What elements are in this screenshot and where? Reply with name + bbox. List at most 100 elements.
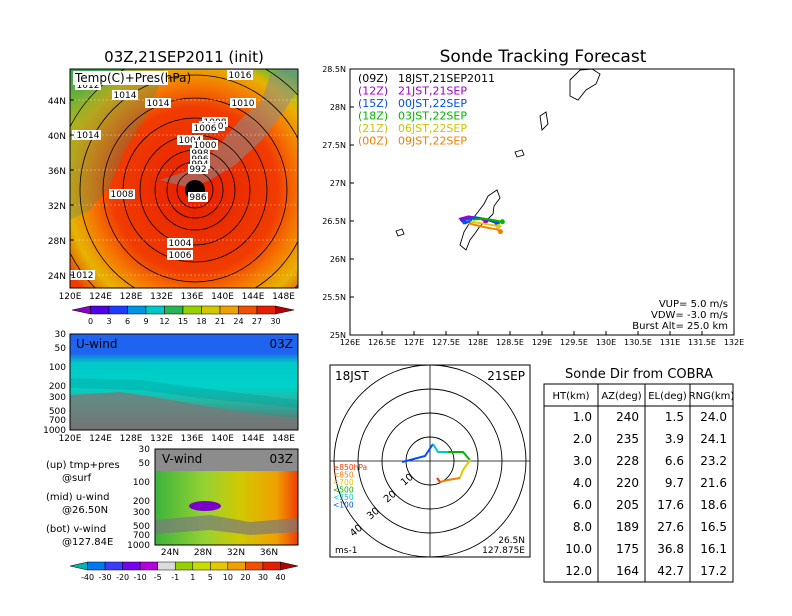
table-cell: 9.7 — [665, 476, 684, 490]
grid-lines — [70, 99, 298, 276]
lon-tick-label: 129E — [532, 338, 552, 347]
table-cell: 24.1 — [700, 432, 727, 446]
lon-tick-label: 120E — [59, 292, 82, 302]
isobar-labels: 1016101210141014101010141008101010061014… — [70, 70, 256, 281]
colorbar-arrow — [69, 561, 88, 571]
table-header: AZ(deg) — [601, 391, 641, 402]
lon-ticks: 120E 124E 128E 132E 136E 140E 144E 148E — [59, 292, 296, 302]
colorbar-arrow — [275, 305, 295, 315]
legend-time-label: 03JST,22SEP — [398, 110, 467, 123]
legend-time-code: (18Z) — [358, 110, 388, 123]
pressure-tick-label: 300 — [133, 508, 150, 518]
tracking-param: VDW= -3.0 m/s — [651, 310, 728, 321]
colorbar-segment — [182, 305, 202, 315]
table-cell: 3.0 — [573, 454, 592, 468]
colorbar-segment — [157, 561, 176, 571]
isobar-label-box — [192, 140, 218, 150]
track-end-point — [497, 229, 503, 235]
table-cell: 18.6 — [700, 498, 727, 512]
lon-tick-label: 124E — [89, 434, 112, 444]
table-cell: 164 — [616, 564, 639, 578]
legend-time-code: (00Z) — [358, 135, 388, 148]
isobar-label-box — [177, 135, 203, 145]
legend-time-label: 18JST,21SEP2011 — [398, 72, 495, 85]
pressure-tick-label: 1000 — [43, 426, 66, 436]
isobar-label: 1008 — [111, 190, 134, 200]
polar-unit: ms-1 — [335, 546, 357, 556]
wind-profile-blue — [401, 443, 434, 463]
table-cell: 27.6 — [657, 520, 684, 534]
lon-tick-label: 131.5E — [688, 338, 716, 347]
isobar-label-box — [145, 98, 171, 108]
table-cell: 240 — [616, 410, 639, 424]
lon-tick-label: 136E — [181, 434, 204, 444]
lat-tick-label: 24N — [161, 548, 179, 558]
lat-tick-label: 32N — [227, 548, 245, 558]
tracking-lon-ticks: 126E 126.5E 127E 127.5E 128E 128.5E 129E 129.5E… — [340, 331, 744, 347]
colorbar-segment — [164, 305, 184, 315]
land-japan — [160, 69, 298, 188]
lon-tick-label: 126.5E — [368, 338, 396, 347]
pressure-tick-label: 30 — [55, 330, 67, 340]
track-end-point — [499, 219, 505, 225]
table-header: EL(deg) — [648, 391, 687, 402]
lon-tick-label: 128E — [120, 434, 143, 444]
note-line: @127.84E — [62, 537, 113, 548]
tracking-lat-ticks: 28.5N 28N 27.5N 27N 26.5N 26N 25.5N 25N — [322, 65, 354, 340]
lat-tick-label: 26N — [330, 255, 346, 264]
pressure-tick-label: 100 — [49, 363, 66, 373]
colorbar-segment — [192, 561, 211, 571]
isobar-label: 1006 — [194, 124, 217, 134]
lon-tick-label: 140E — [211, 292, 234, 302]
temperature-pressure-map: 03Z,21SEP2011 (init) 1016 1012 1014 1014 101… — [48, 48, 299, 326]
isobar-label: 1012 — [77, 81, 100, 91]
table-cell: 189 — [616, 520, 639, 534]
legend-time-label: 06JST,22SEP — [398, 122, 467, 135]
track-line — [472, 217, 503, 223]
colorbar-tick-label: 3 — [106, 317, 111, 326]
colorbar-segment — [122, 561, 141, 571]
isobar-label-box — [188, 164, 208, 174]
legend-time-code: (09Z) — [358, 72, 388, 85]
table-header: RNG(km) — [689, 391, 735, 402]
pressure-tick-label: 700 — [49, 416, 66, 426]
map-label: Temp(C)+Pres(hPa) — [74, 71, 191, 85]
colorbar-tick-label: 6 — [125, 317, 130, 326]
table-cell: 6.0 — [573, 498, 592, 512]
tracking-param: Burst Alt= 25.0 km — [632, 321, 728, 332]
table-title: Sonde Dir from COBRA — [565, 367, 713, 382]
colorbar-segment — [90, 305, 110, 315]
colorbar-segment — [210, 561, 229, 571]
lat-tick-label: 26.5N — [322, 217, 346, 226]
lon-tick-label: 124E — [89, 292, 112, 302]
colorbar-segment — [108, 305, 128, 315]
legend-time-label: 00JST,22SEP — [398, 97, 467, 110]
polar-lon: 127.875E — [482, 546, 525, 556]
isobar-label: 1014 — [114, 91, 137, 101]
isobar-label-box — [230, 98, 256, 108]
table-cell: 3.9 — [665, 432, 684, 446]
track-lines — [458, 215, 505, 235]
colorbar-segment — [256, 305, 276, 315]
colorbar-tick-label: 21 — [215, 317, 225, 326]
pressure-tick-label: 1000 — [127, 541, 150, 551]
pressure-tick-label: 500 — [133, 522, 150, 532]
isobar-label-box — [167, 250, 193, 260]
table-cell: 235 — [616, 432, 639, 446]
colorbar-segment — [219, 305, 239, 315]
wind-profile-cyan — [432, 443, 448, 453]
colorbar-tick-label: 20 — [240, 573, 250, 582]
table-cell: 42.7 — [657, 564, 684, 578]
table-cell: 1.5 — [665, 410, 684, 424]
colorbar-tick-label: -20 — [116, 573, 129, 582]
lon-tick-label: 148E — [272, 292, 295, 302]
lat-tick-label: 25.5N — [322, 293, 346, 302]
table-cell: 12.0 — [565, 564, 592, 578]
isobar-label-box — [167, 238, 193, 248]
lon-tick-label: 129.5E — [560, 338, 588, 347]
note-line: (mid) u-wind — [46, 492, 109, 503]
lat-tick-label: 27.5N — [322, 141, 346, 150]
